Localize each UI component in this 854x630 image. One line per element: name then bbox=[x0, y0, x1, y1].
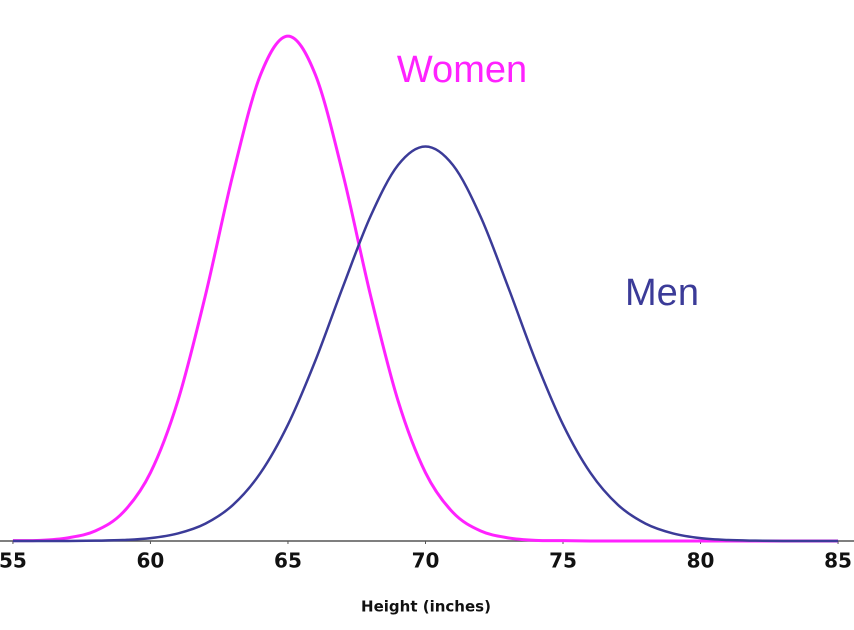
x-tick-label: 85 bbox=[824, 549, 852, 573]
series-line bbox=[12, 145, 839, 543]
x-tick-label: 80 bbox=[687, 549, 715, 573]
series-label: Men bbox=[625, 272, 699, 314]
x-axis-label: Height (inches) bbox=[361, 598, 491, 616]
x-tick-label: 55 bbox=[0, 549, 27, 573]
x-tick-label: 75 bbox=[549, 549, 577, 573]
x-tick-label: 70 bbox=[412, 549, 440, 573]
x-tick-label: 65 bbox=[274, 549, 302, 573]
series-label: Women bbox=[397, 49, 527, 91]
series-line bbox=[12, 34, 839, 543]
x-tick-label: 60 bbox=[137, 549, 165, 573]
